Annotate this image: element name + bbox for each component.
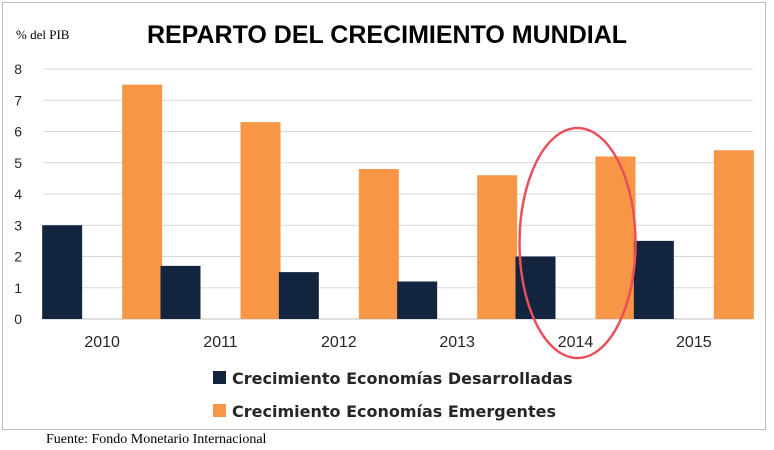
bar-desarrolladas-2012 bbox=[278, 272, 319, 319]
x-tick-label: 2011 bbox=[203, 334, 238, 351]
bar-emergentes-2012 bbox=[358, 169, 399, 319]
bar-desarrolladas-2014 bbox=[515, 256, 556, 319]
bar-desarrolladas-2013 bbox=[397, 281, 438, 319]
y-tick-label: 3 bbox=[14, 217, 22, 233]
y-tick-label: 2 bbox=[14, 249, 22, 265]
y-tick-label: 5 bbox=[14, 155, 22, 171]
bar-emergentes-2014 bbox=[595, 156, 636, 319]
legend-swatch bbox=[213, 371, 226, 384]
x-tick-label: 2014 bbox=[558, 334, 594, 351]
bar-chart: % del PIB REPARTO DEL CRECIMIENTO MUNDIA… bbox=[14, 21, 754, 421]
bar-desarrolladas-2010 bbox=[42, 225, 83, 319]
y-tick-label: 4 bbox=[14, 186, 22, 202]
x-tick-label: 2010 bbox=[84, 334, 120, 351]
y-tick-label: 7 bbox=[14, 92, 22, 108]
bar-desarrolladas-2015 bbox=[633, 240, 674, 319]
bar-emergentes-2015 bbox=[713, 150, 754, 319]
x-tick-label: 2012 bbox=[321, 334, 357, 351]
y-tick-label: 0 bbox=[14, 311, 22, 327]
legend-label: Crecimiento Economías Emergentes bbox=[232, 402, 556, 421]
y-tick-label: 6 bbox=[14, 124, 22, 140]
y-axis-unit-label: % del PIB bbox=[16, 27, 70, 42]
bar-emergentes-2011 bbox=[240, 122, 281, 319]
y-tick-label: 8 bbox=[14, 61, 22, 77]
y-tick-label: 1 bbox=[14, 280, 22, 296]
bar-desarrolladas-2011 bbox=[160, 265, 201, 319]
chart-frame: % del PIB REPARTO DEL CRECIMIENTO MUNDIA… bbox=[2, 2, 766, 430]
legend-swatch bbox=[213, 404, 226, 417]
legend-label: Crecimiento Economías Desarrolladas bbox=[232, 369, 573, 388]
highlight-ellipse bbox=[518, 126, 637, 360]
x-tick-label: 2013 bbox=[439, 334, 475, 351]
chart-title: REPARTO DEL CRECIMIENTO MUNDIAL bbox=[147, 21, 627, 49]
bar-emergentes-2013 bbox=[477, 175, 518, 319]
bar-emergentes-2010 bbox=[122, 84, 163, 319]
x-tick-label: 2015 bbox=[676, 334, 712, 351]
source-note: Fuente: Fondo Monetario Internacional bbox=[46, 432, 267, 447]
